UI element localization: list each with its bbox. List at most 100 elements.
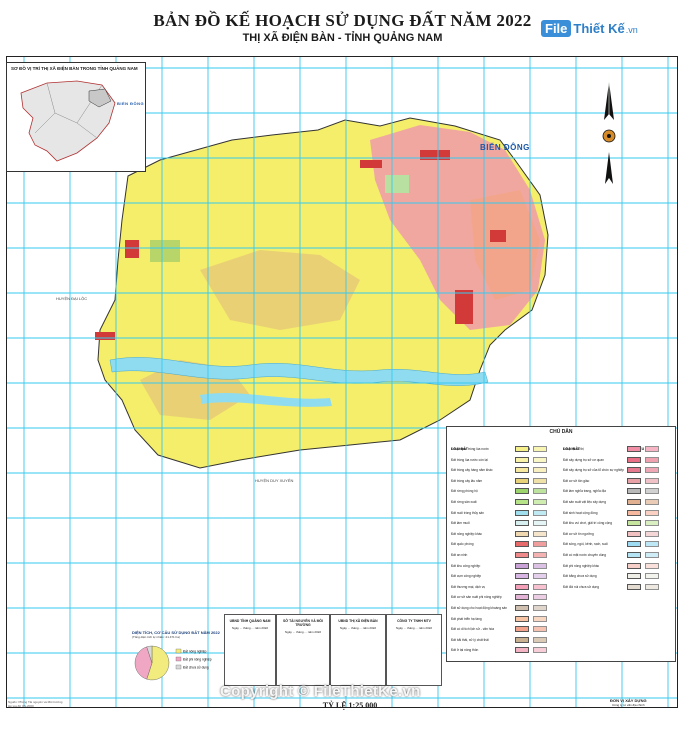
land-structure-chart: DIỆN TÍCH, CƠ CẤU SỬ DỤNG ĐẤT NĂM 2022 (… <box>132 630 222 688</box>
pie-chart: Đất nông nghiệp Đất phi nông nghiệp Đất ch… <box>134 645 212 681</box>
legend-swatch <box>627 562 641 569</box>
approval-date: Ngày ... tháng ... năm 2022 <box>231 626 269 630</box>
legend-swatch <box>533 477 547 484</box>
legend-label: Đất trồng cây hàng năm khác <box>451 468 493 473</box>
legend-row: Đất rừng sản xuất <box>451 498 549 506</box>
logo-file: File <box>541 19 572 37</box>
legend-swatch <box>515 541 529 548</box>
pie-subtitle: (Tổng diện tích tự nhiên: 21.471 ha) <box>132 635 180 639</box>
legend-row: Đất quốc phòng <box>451 540 549 548</box>
legend-swatch <box>533 636 547 643</box>
filethietke-logo[interactable]: File Thiết Kế .vn <box>541 18 638 38</box>
legend-row: Đất phát triển hạ tầng <box>451 615 549 623</box>
legend-row: Đất trồng cây lâu năm <box>451 477 549 485</box>
legend-label: Đất cơ sở tín ngưỡng <box>563 531 594 536</box>
legend-swatch <box>515 520 529 527</box>
legend-swatch <box>533 530 547 537</box>
legend-row: Đất khu công nghiệp <box>451 562 549 570</box>
approval-date: Ngày ... tháng ... năm 2022 <box>339 626 377 630</box>
legend-swatch <box>533 467 547 474</box>
pie-slice <box>146 645 170 681</box>
legend-label: Đất rừng sản xuất <box>451 500 477 504</box>
legend-swatch <box>533 605 547 611</box>
approval-head: CÔNG TY TNHH MTV <box>397 619 431 623</box>
approval-date: Ngày ... tháng ... năm 2022 <box>395 626 433 630</box>
legend-label: Đất quốc phòng <box>451 542 474 547</box>
pie-legend-swatch <box>175 656 182 662</box>
industrial-patch <box>95 332 115 340</box>
inset-title: SƠ ĐỒ VỊ TRÍ THỊ XÃ ĐIỆN BÀN TRONG TỈNH … <box>11 66 138 71</box>
legend-label: Đất trồng cây lâu năm <box>451 478 483 483</box>
legend-swatch <box>645 467 659 474</box>
industrial-patch <box>360 160 382 168</box>
legend-swatch <box>515 499 529 505</box>
legend-swatch <box>627 583 641 590</box>
legend-swatch <box>627 477 641 484</box>
legend-swatch <box>645 541 659 548</box>
legend-swatch <box>515 552 529 558</box>
legend-swatch <box>627 520 641 527</box>
legend-swatch <box>533 541 547 548</box>
legend-label: Đất thương mại, dịch vụ <box>451 584 486 589</box>
river <box>109 357 489 386</box>
location-inset[interactable]: SƠ ĐỒ VỊ TRÍ THỊ XÃ ĐIỆN BÀN TRONG TỈNH … <box>6 62 146 172</box>
legend-row: Đất cụm công nghiệp <box>451 572 549 580</box>
south-district-label: HUYỆN DUY XUYÊN <box>255 478 294 483</box>
legend-swatch <box>533 446 547 452</box>
legend-swatch <box>533 562 547 569</box>
legend-swatch <box>533 615 547 622</box>
legend-swatch <box>533 456 547 463</box>
river-branch <box>200 393 332 407</box>
legend-swatch <box>515 583 529 590</box>
producer-name: ĐƠN VỊ XÂY DỰNG <box>610 698 647 703</box>
sea-label: BIỂN ĐÔNG <box>480 143 530 152</box>
legend-swatch <box>627 552 641 558</box>
approval-head: UBND TỈNH QUẢNG NAM <box>229 619 271 623</box>
legend-swatch <box>645 456 659 463</box>
legend-swatch <box>515 562 529 569</box>
legend-swatch <box>533 647 547 654</box>
legend-row: Đất chuyên trồng lúa nước <box>451 445 549 453</box>
legend-swatch <box>645 562 659 569</box>
legend-row: Đất đồi núi chưa sử dụng <box>563 583 661 591</box>
industrial-patch <box>490 230 506 242</box>
legend-label: Đất bằng chưa sử dụng <box>563 574 597 579</box>
legend-row: Đất sử dụng cho hoạt động khoáng sản <box>451 604 549 612</box>
approval-box-company: CÔNG TY TNHH MTV Ngày ... tháng ... năm … <box>386 614 442 686</box>
legend-swatch <box>533 594 547 601</box>
legend-left-head: LOẠI ĐẤT <box>451 437 468 455</box>
legend-swatch <box>515 615 529 622</box>
approval-date: Ngày ... tháng ... năm 2022 <box>284 630 322 634</box>
legend-label: Đất cơ sở sản xuất phi nông nghiệp <box>451 595 502 600</box>
legend-swatch <box>645 499 659 505</box>
perennial-zone <box>200 250 360 330</box>
pie-slice <box>134 646 153 680</box>
legend-swatch <box>627 446 641 452</box>
pie-slice <box>146 645 153 664</box>
legend-label: Đất làm nghĩa trang, nghĩa địa <box>563 489 606 494</box>
vegetation-patch <box>150 240 180 262</box>
legend-swatch <box>515 477 529 484</box>
legend-row: Đất xây dựng trụ sở của tổ chức sự nghiệ… <box>563 466 661 474</box>
legend-swatch <box>515 594 529 601</box>
district-borders <box>34 82 103 139</box>
legend-swatch <box>515 509 529 516</box>
legend-row: Đất ở tại nông thôn <box>451 646 549 654</box>
legend-row: Đất bằng chưa sử dụng <box>563 572 661 580</box>
legend-swatch <box>533 488 547 495</box>
legend-label: Đất khu công nghiệp <box>451 563 481 568</box>
approval-box-town: UBND THỊ XÃ ĐIỆN BÀN Ngày ... tháng ... … <box>330 614 386 686</box>
map-notes: Nguồn: Phòng Tài nguyên và Môi trường Hệ… <box>8 700 62 708</box>
approval-head: UBND THỊ XÃ ĐIỆN BÀN <box>338 619 378 623</box>
legend-row: Đất cơ sở tín ngưỡng <box>563 530 661 538</box>
legend-swatch <box>645 573 659 580</box>
legend-label: Đất nuôi trồng thủy sản <box>451 510 484 515</box>
legend-panel[interactable]: CHÚ DẪN LOẠI ĐẤT KÍ HIỆU LOẠI ĐẤT KÍ HIỆ… <box>446 426 676 662</box>
legend-swatch <box>533 626 547 633</box>
logo-text: Thiết Kế <box>573 20 625 36</box>
legend-swatch <box>515 467 529 474</box>
legend-swatch <box>645 520 659 527</box>
west-district-label: HUYỆN ĐẠI LỘC <box>56 296 88 301</box>
legend-row: Đất khu vui chơi, giải trí công cộng <box>563 519 661 527</box>
